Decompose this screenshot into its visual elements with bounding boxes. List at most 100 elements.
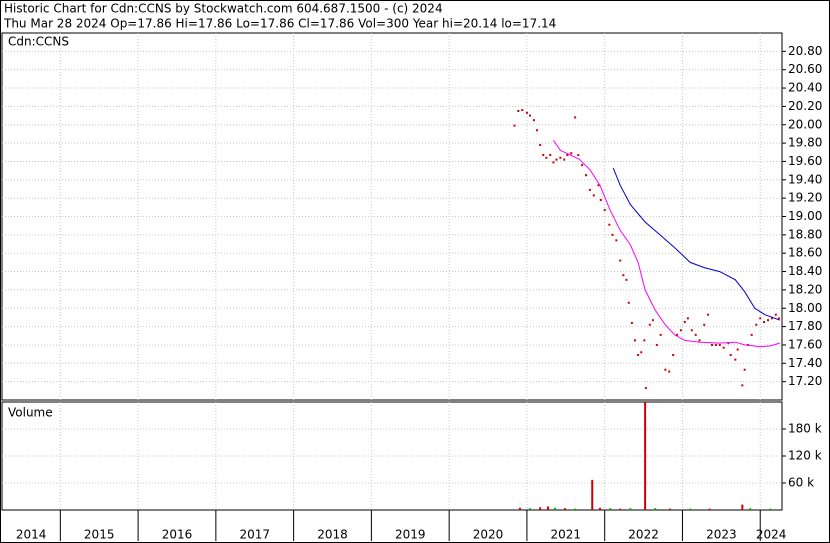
x-tick-label: 2019: [395, 528, 426, 542]
x-tick-label: 2020: [473, 528, 504, 542]
price-dot: [755, 323, 758, 326]
y-tick-label: 17.40: [788, 356, 822, 370]
y-tick-label: 18.40: [788, 264, 822, 278]
price-dot: [619, 259, 622, 262]
price-dot: [722, 346, 725, 349]
y-tick-label: 20.20: [788, 99, 822, 113]
volume-bar: [599, 507, 602, 510]
price-dot: [588, 188, 591, 191]
price-dot: [643, 339, 646, 342]
volume-bar: [669, 508, 672, 510]
volume-bar: [619, 508, 622, 510]
price-dot: [615, 239, 618, 242]
price-dot: [714, 343, 717, 346]
volume-bar: [644, 402, 647, 510]
y-tick-label: 19.60: [788, 154, 822, 168]
price-dot: [559, 156, 562, 159]
volume-bar: [518, 507, 521, 510]
volume-bar: [629, 508, 632, 510]
price-dot: [763, 321, 766, 324]
price-dot: [563, 158, 566, 161]
price-dot: [525, 111, 528, 114]
price-dot: [513, 124, 516, 127]
y-tick-label: 20.00: [788, 117, 822, 131]
moving-average-line: [612, 167, 780, 321]
volume-bar: [708, 508, 711, 510]
price-dot: [683, 321, 686, 324]
volume-bar: [741, 504, 744, 510]
price-dot: [770, 317, 773, 320]
price-dot: [539, 143, 542, 146]
chart-subtitle: Thu Mar 28 2024 Op=17.86 Hi=17.86 Lo=17.…: [3, 17, 556, 31]
price-dot: [585, 174, 588, 177]
volume-bar: [539, 507, 542, 510]
price-dot: [611, 233, 614, 236]
price-dot: [529, 114, 532, 117]
y-tick-label: 20.80: [788, 44, 822, 58]
volume-bar: [769, 508, 772, 510]
price-dot: [566, 154, 569, 157]
y-tick-label: 19.40: [788, 172, 822, 186]
price-dot: [690, 329, 693, 332]
y-tick-label: 17.20: [788, 374, 822, 388]
price-dot: [686, 317, 689, 320]
price-dot: [664, 368, 667, 371]
price-dot: [707, 313, 710, 316]
price-dot: [603, 209, 606, 212]
price-dot: [555, 158, 558, 161]
price-dot: [581, 164, 584, 167]
x-tick-label: 2022: [628, 528, 659, 542]
price-dot: [767, 319, 770, 322]
price-dot: [668, 370, 671, 373]
price-dot: [608, 223, 611, 226]
price-dot: [630, 321, 633, 324]
x-tick-label: 2017: [239, 528, 270, 542]
price-dot: [597, 184, 600, 187]
price-dot: [679, 329, 682, 332]
price-dot: [549, 154, 552, 157]
y-tick-label: 20.60: [788, 62, 822, 76]
price-dot: [536, 129, 539, 132]
x-tick-label: 2014: [16, 528, 47, 542]
volume-bar: [689, 508, 692, 510]
volume-bar: [609, 508, 612, 510]
volume-bar: [749, 508, 752, 510]
y-tick-label: 120 k: [788, 449, 822, 463]
price-dot: [542, 154, 545, 157]
price-dot: [592, 194, 595, 197]
price-dot: [698, 339, 701, 342]
y-tick-label: 18.00: [788, 301, 822, 315]
y-tick-label: 18.20: [788, 282, 822, 296]
chart-title: Historic Chart for Cdn:CCNS by Stockwatc…: [4, 2, 443, 16]
y-tick-label: 19.00: [788, 209, 822, 223]
price-dot: [777, 317, 780, 320]
price-dot: [532, 119, 535, 122]
y-tick-label: 18.60: [788, 246, 822, 260]
price-dot: [741, 384, 744, 387]
price-dot: [651, 319, 654, 322]
volume-bar: [574, 508, 577, 510]
price-dot: [759, 317, 762, 320]
x-tick-label: 2023: [706, 528, 737, 542]
y-tick-label: 17.80: [788, 319, 822, 333]
price-dot: [599, 198, 602, 201]
price-dot: [627, 301, 630, 304]
price-dot: [640, 351, 643, 354]
price-dot: [672, 354, 675, 357]
x-tick-label: 2016: [162, 528, 193, 542]
price-dot: [727, 342, 730, 345]
x-tick-label: 2024: [756, 528, 787, 542]
price-dot: [634, 339, 637, 342]
volume-label: Volume: [8, 406, 53, 420]
y-tick-label: 180 k: [788, 422, 822, 436]
y-tick-label: 19.80: [788, 136, 822, 150]
price-dot: [574, 116, 577, 119]
price-dot: [676, 333, 679, 336]
y-tick-label: 60 k: [788, 476, 814, 490]
price-dot: [577, 154, 580, 157]
x-tick-label: 2018: [317, 528, 348, 542]
price-dot: [703, 323, 706, 326]
y-tick-label: 18.80: [788, 227, 822, 241]
y-tick-label: 19.20: [788, 191, 822, 205]
